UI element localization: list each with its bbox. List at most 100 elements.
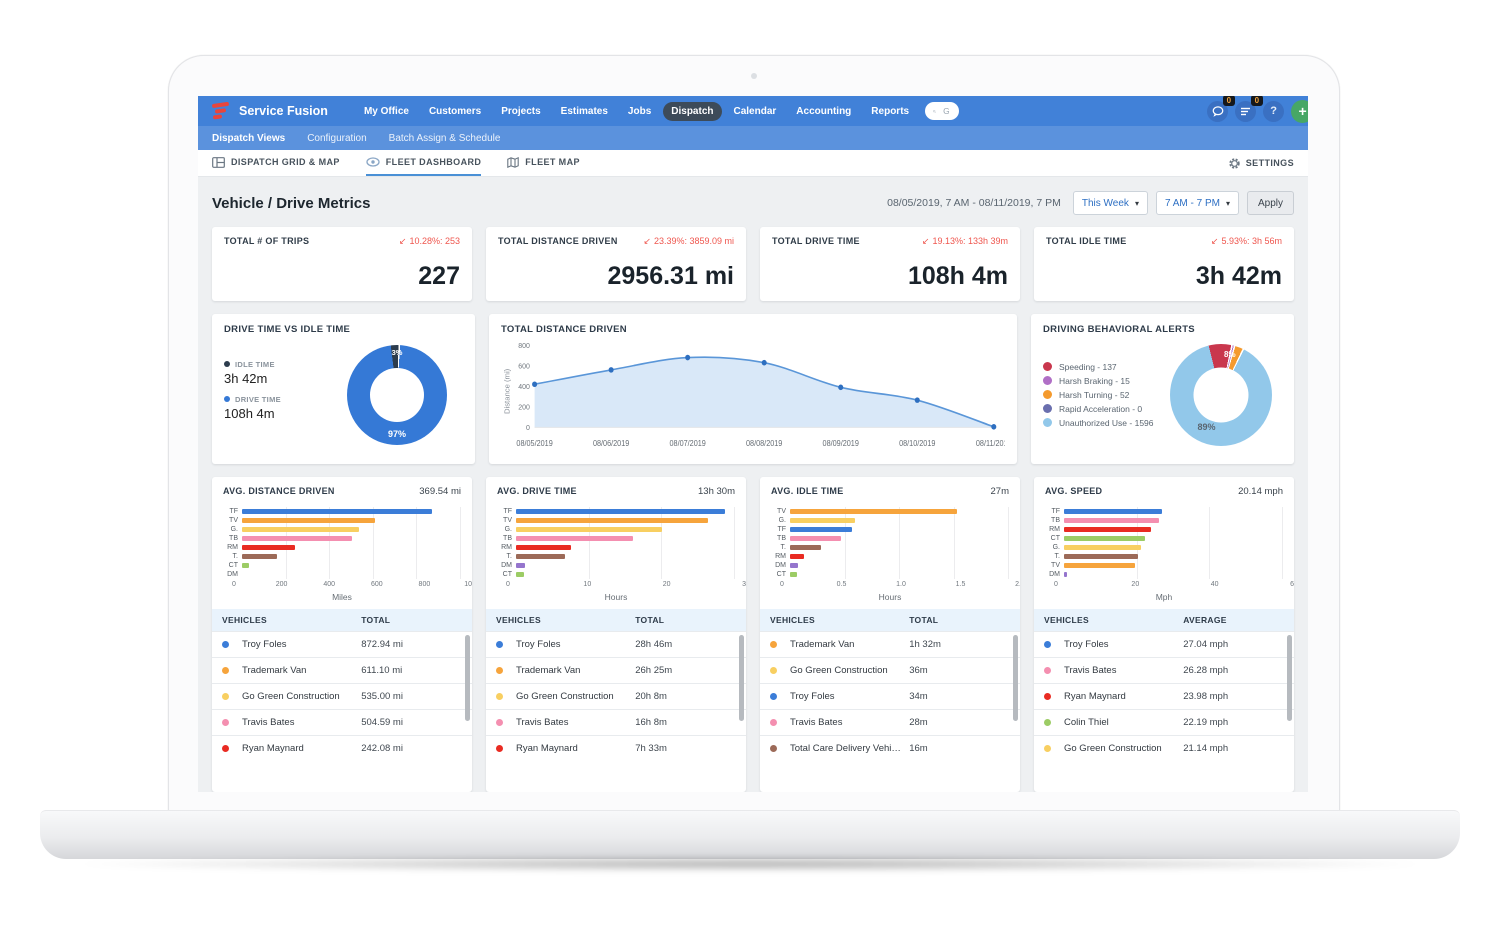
svg-text:200: 200 — [518, 402, 530, 411]
bars — [516, 507, 734, 579]
table-header-row: VEHICLES TOTAL — [212, 609, 472, 631]
vehicle-value: 20h 8m — [635, 691, 667, 702]
bar-label: TF — [777, 526, 786, 533]
vehicle-color-dot — [222, 667, 229, 674]
bar-label: DM — [775, 562, 786, 569]
add-button[interactable]: + — [1291, 99, 1308, 123]
messages-button[interactable]: 0 — [1207, 96, 1236, 122]
menu-item-customers[interactable]: Customers — [428, 105, 482, 117]
bar-track — [1064, 507, 1282, 516]
bars — [790, 507, 1008, 579]
top-navbar: Service Fusion My Office Customers Project… — [198, 96, 1308, 126]
gridline — [1209, 507, 1211, 579]
vehicle-name: Go Green Construction — [1064, 743, 1162, 754]
drive-idle-donut-chart: 97% 3% — [347, 344, 447, 445]
chevron-down-icon: ▾ — [1134, 198, 1139, 208]
bar-track — [1064, 534, 1282, 543]
table-row: Troy Foles 28h 46m — [486, 631, 746, 657]
bar-track — [242, 534, 460, 543]
bar-label: CT — [502, 571, 512, 578]
bar-track — [516, 543, 734, 552]
bar-axis-title: Hours — [604, 592, 628, 602]
bar-axis: 0 200 400 600 800 1000 — [232, 581, 472, 591]
tab-fleet-dashboard[interactable]: FLEET DASHBOARD — [365, 150, 482, 176]
table-row: Trademark Van 1h 32m — [760, 631, 1020, 657]
table-scrollbar[interactable] — [739, 635, 744, 721]
table-row: Go Green Construction 535.00 mi — [212, 683, 472, 709]
menu-item-reports[interactable]: Reports — [871, 105, 910, 117]
menu-item-estimates[interactable]: Estimates — [560, 105, 608, 117]
vehicle-value: 535.00 mi — [361, 691, 403, 702]
menu-item-jobs[interactable]: Jobs — [627, 105, 652, 117]
card-title: TOTAL DISTANCE DRIVEN — [501, 324, 627, 335]
bar-label: TF — [229, 508, 238, 515]
axis-tick: 800 — [418, 581, 431, 588]
bar-plot — [790, 507, 1009, 579]
avg-distance-column: AVG. DISTANCE DRIVEN 369.54 mi TF TV G. TB RM T… — [212, 477, 472, 792]
behavioral-alerts-card: DRIVING BEHAVIORAL ALERTS Speeding - 137… — [1031, 314, 1294, 464]
legend-text: Harsh Turning - 52 — [1059, 389, 1130, 400]
table-scrollbar[interactable] — [1287, 635, 1292, 721]
settings-button[interactable]: SETTINGS — [1228, 150, 1294, 176]
brand-logo[interactable]: Service Fusion — [210, 102, 328, 120]
table-header-cell: VEHICLES — [1044, 615, 1089, 625]
bar-label: TV — [777, 508, 786, 515]
donut-major-label: 97% — [387, 428, 407, 439]
subnav-item-configuration[interactable]: Configuration — [307, 132, 367, 144]
bar-labels: TV G. TF TB T. RM DM CT — [768, 507, 786, 579]
total-distance-line-chart: 0 200 400 600 800 08/05/2019 08/06/2019 08/07/2… — [501, 335, 1005, 454]
week-range-select[interactable]: This Week ▾ — [1072, 191, 1148, 215]
mini-chart-header: AVG. DISTANCE DRIVEN 369.54 mi — [212, 477, 472, 499]
tab-dispatch-grid-map[interactable]: DISPATCH GRID & MAP — [212, 150, 340, 176]
bar — [790, 571, 797, 578]
menu-item-dispatch[interactable]: Dispatch — [663, 101, 722, 121]
bar — [242, 535, 353, 542]
vehicle-color-dot — [222, 745, 229, 752]
apply-button[interactable]: Apply — [1246, 191, 1294, 215]
menu-item-calendar[interactable]: Calendar — [733, 105, 777, 117]
main-menu: My Office Customers Projects Estimates Jobs D… — [356, 101, 917, 121]
legend-dot — [1043, 362, 1052, 371]
help-button[interactable]: ? — [1263, 100, 1285, 122]
table-header-cell: VEHICLES — [222, 615, 267, 625]
tasks-button[interactable]: 0 — [1235, 96, 1264, 122]
table-row: Colin Thiel 22.19 mph — [1034, 709, 1294, 735]
menu-item-my-office[interactable]: My Office — [363, 105, 409, 117]
bar-track — [242, 552, 460, 561]
eye-icon — [366, 157, 380, 167]
svg-text:800: 800 — [518, 341, 530, 350]
bars — [1064, 507, 1282, 579]
table-header-cell: TOTAL — [909, 615, 939, 625]
bar-label: G. — [778, 517, 786, 524]
menu-item-projects[interactable]: Projects — [501, 105, 541, 117]
bar-track — [1064, 543, 1282, 552]
subnav-item-batch-assign-schedule[interactable]: Batch Assign & Schedule — [388, 132, 501, 144]
axis-tick: 1.0 — [896, 581, 906, 588]
bar-track — [790, 516, 1008, 525]
vehicle-value: 28h 46m — [635, 639, 673, 650]
card-title: DRIVE TIME VS IDLE TIME — [224, 324, 351, 335]
avg-drive-time-column: AVG. DRIVE TIME 13h 30m TF TV G. TB RM T. DM CT 0 1… — [486, 477, 746, 792]
time-range-select[interactable]: 7 AM - 7 PM ▾ — [1155, 191, 1239, 215]
bar-chart: TF TV G. TB RM T. CT DM — [212, 499, 472, 579]
vehicle-name: Total Care Delivery Vehi… — [790, 743, 901, 754]
gridline — [1136, 507, 1138, 579]
subnav-item-dispatch-views[interactable]: Dispatch Views — [212, 132, 286, 144]
bar — [242, 526, 359, 533]
tab-fleet-map[interactable]: FLEET MAP — [507, 150, 580, 176]
search-input[interactable] — [941, 105, 952, 117]
drive-vs-idle-card: DRIVE TIME VS IDLE TIME IDLE TIME 3h 42m D… — [212, 314, 475, 464]
bar-track — [1064, 561, 1282, 570]
vehicle-value: 16h 8m — [635, 717, 667, 728]
bar — [790, 535, 842, 542]
menu-item-accounting[interactable]: Accounting — [796, 105, 852, 117]
bar — [242, 544, 295, 551]
bar-label: T. — [780, 544, 786, 551]
global-search[interactable] — [925, 102, 960, 120]
vehicle-color-dot — [770, 719, 777, 726]
gridline — [460, 507, 461, 579]
table-scrollbar[interactable] — [1013, 635, 1018, 721]
alerts-legend: Speeding - 137 Harsh Braking - 15 Harsh Tu… — [1043, 362, 1154, 428]
table-scrollbar[interactable] — [465, 635, 470, 721]
axis-tick: 10 — [583, 581, 592, 588]
